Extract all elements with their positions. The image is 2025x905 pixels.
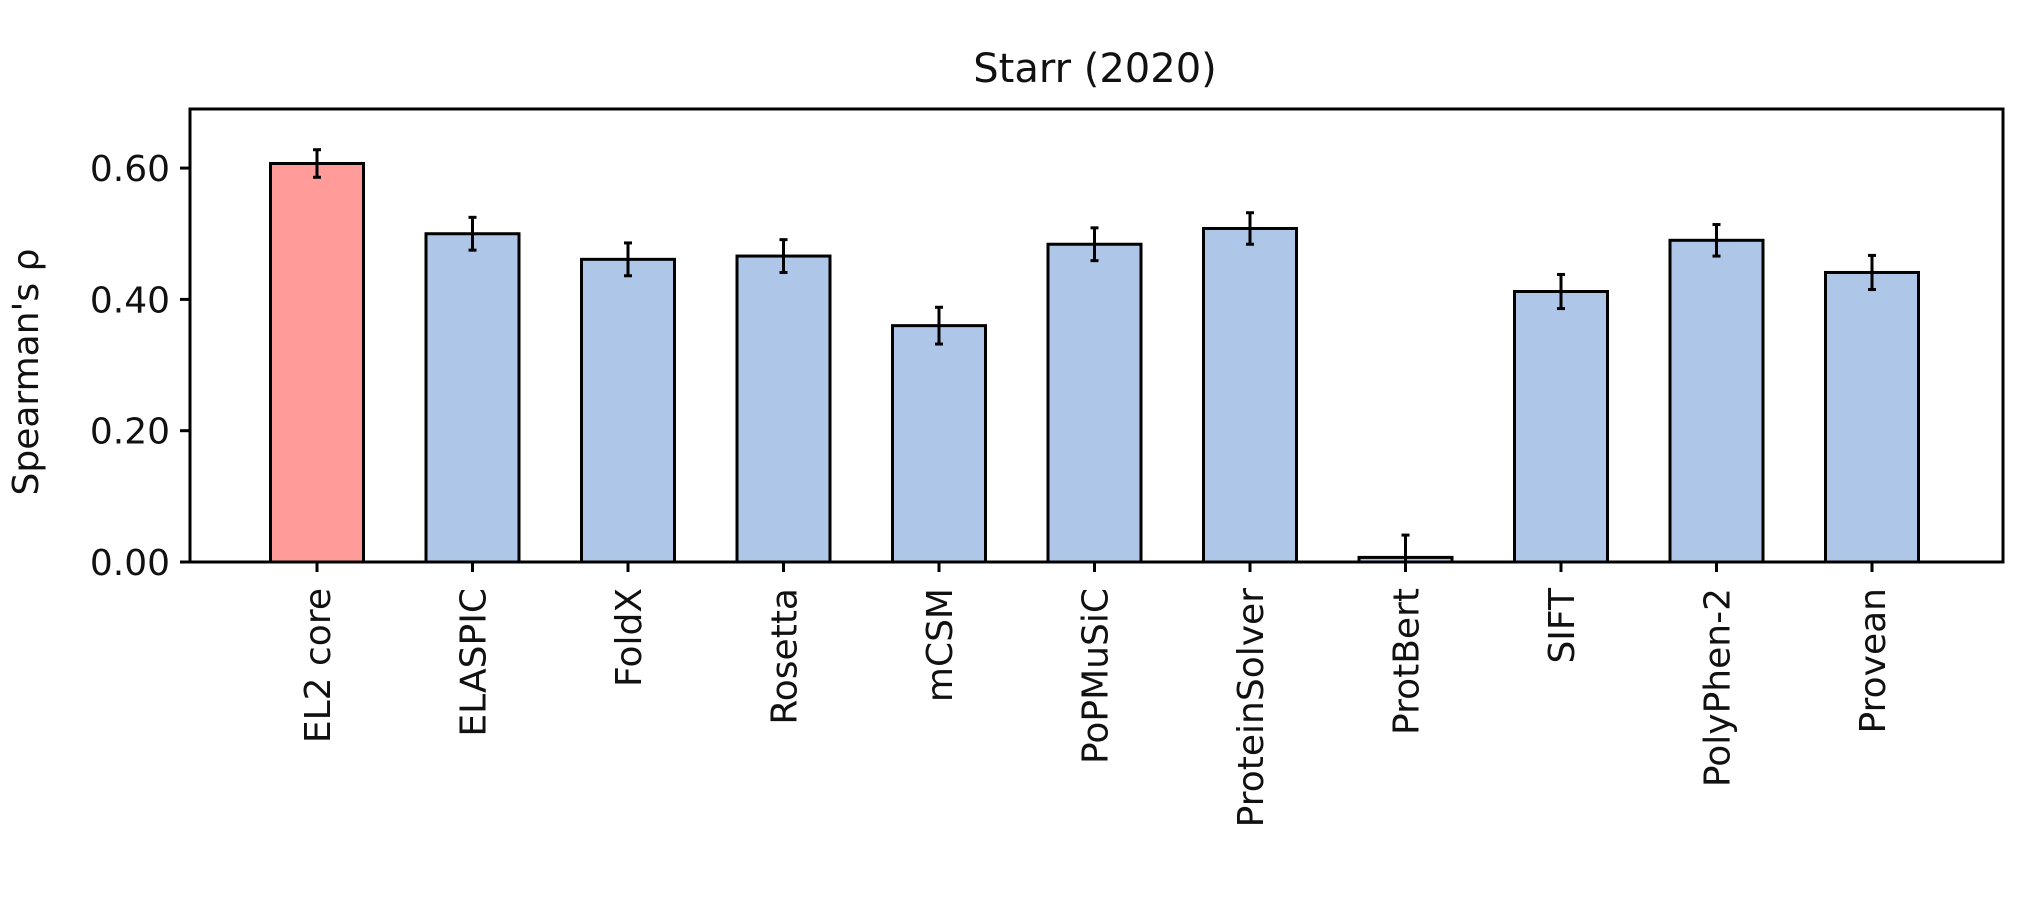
y-axis-label: Spearman's ρ xyxy=(6,249,47,496)
y-tick-label: 0.20 xyxy=(90,412,170,453)
bar xyxy=(1046,242,1143,564)
y-tick-label: 0.40 xyxy=(90,280,170,321)
bar xyxy=(424,232,521,564)
x-tick-label: FoldX xyxy=(609,588,650,687)
x-tick-label: ProteinSolver xyxy=(1231,588,1272,828)
bar xyxy=(269,161,365,564)
bar xyxy=(891,324,987,564)
x-tick-label: Rosetta xyxy=(765,588,806,725)
y-axis: 0.00 0.20 0.40 0.60 xyxy=(90,149,190,584)
x-tick-label: ELASPIC xyxy=(454,588,495,737)
bar xyxy=(580,257,676,564)
bar xyxy=(1202,226,1298,564)
y-tick-label: 0.00 xyxy=(90,543,170,584)
x-tick-label: EL2 core xyxy=(298,588,339,743)
y-tick-label: 0.60 xyxy=(90,149,170,190)
x-tick-label: Provean xyxy=(1853,588,1894,733)
x-tick-label: ProtBert xyxy=(1387,588,1428,735)
bar xyxy=(735,254,832,564)
plot-frame xyxy=(188,107,2005,564)
bar xyxy=(1824,270,1920,564)
x-tick-label: PolyPhen-2 xyxy=(1698,588,1739,787)
chart-title: Starr (2020) xyxy=(973,46,1217,92)
error-bars-layer xyxy=(313,148,1876,564)
bar xyxy=(1513,290,1609,564)
x-axis: EL2 core ELASPIC FoldX Rosetta mCSM PoPMuSiC P… xyxy=(298,562,1894,827)
bars-layer xyxy=(269,161,1920,564)
x-tick-label: SIFT xyxy=(1542,587,1583,664)
x-tick-label: PoPMuSiC xyxy=(1076,588,1117,764)
x-tick-label: mCSM xyxy=(920,588,961,702)
bar xyxy=(1668,238,1765,564)
